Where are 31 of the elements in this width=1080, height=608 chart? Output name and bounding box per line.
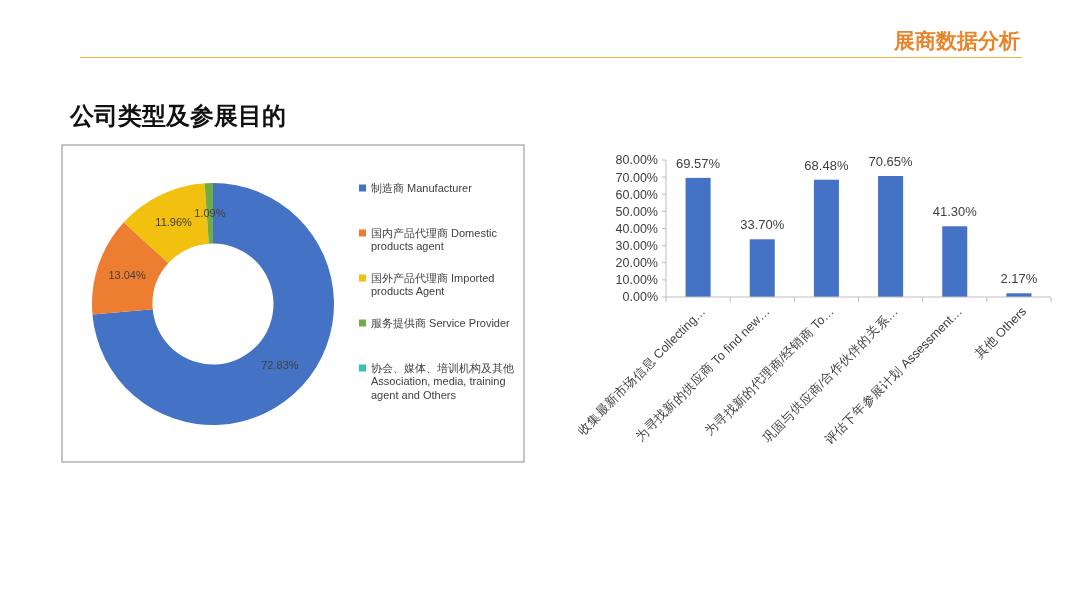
y-tick-label: 10.00% <box>615 273 658 288</box>
legend-label: 国外产品代理商 Imported products Agent <box>371 271 495 298</box>
y-tick-label: 30.00% <box>615 239 658 253</box>
y-tick-label: 20.00% <box>615 256 658 271</box>
data-label: 41.30% <box>932 204 978 220</box>
legend-label: 制造商 Manufacturer <box>371 181 473 194</box>
chart-title: 公司类型及参展目的 <box>69 102 286 129</box>
y-tick-label: 40.00% <box>615 221 658 236</box>
bar <box>813 179 839 297</box>
legend-label: 协会、媒体、培训机构及其他 Association, media, training agent and Others <box>371 361 514 401</box>
text: 展商数据分析 <box>893 29 1020 52</box>
legend-label: 服务提供商 Service Provider <box>371 316 511 329</box>
data-label: 1.09% <box>194 207 226 220</box>
bar <box>749 239 775 297</box>
y-tick-label: 80.00% <box>615 153 658 168</box>
bar <box>878 176 904 297</box>
data-label: 33.70% <box>740 217 785 233</box>
y-tick-label: 50.00% <box>615 204 658 219</box>
bar <box>685 177 711 297</box>
legend-label: 国内产品代理商 Domestic products agent <box>371 226 498 253</box>
data-label: 2.17% <box>1000 271 1038 287</box>
y-tick-label: 60.00% <box>615 187 658 202</box>
bar <box>942 226 968 297</box>
data-label: 69.57% <box>676 155 721 171</box>
y-tick-label: 70.00% <box>615 170 658 185</box>
data-label: 70.65% <box>868 154 914 170</box>
data-label: 68.48% <box>804 157 849 173</box>
data-label: 72.83% <box>261 359 299 372</box>
data-label: 11.96% <box>155 216 193 229</box>
data-label: 13.04% <box>108 268 146 281</box>
y-tick-label: 0.00% <box>622 290 658 305</box>
